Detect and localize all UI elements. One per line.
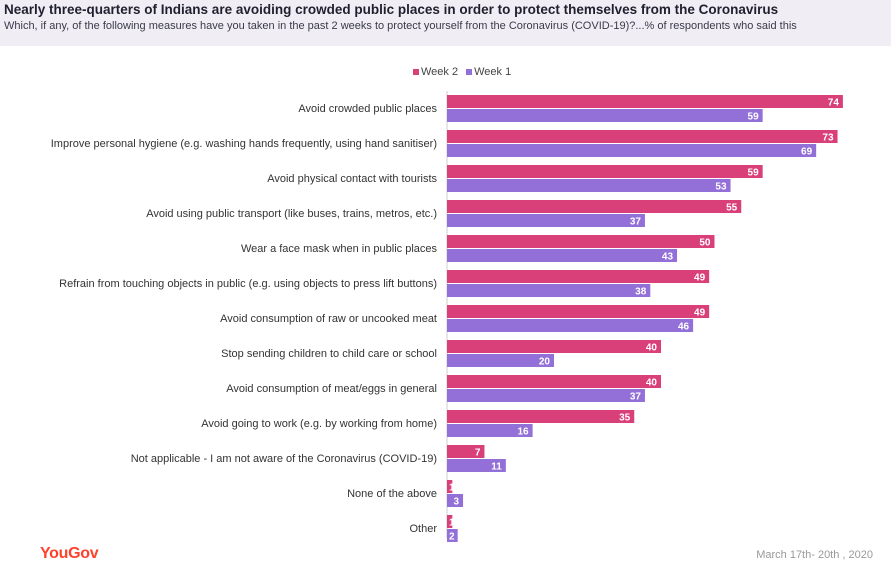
data-label: 59 <box>748 112 760 123</box>
bar-week1 <box>447 319 694 332</box>
category-label: Wear a face mask when in public places <box>241 243 438 255</box>
data-label: 53 <box>715 182 727 193</box>
category-label: Avoid using public transport (like buses… <box>146 208 437 220</box>
bar-week1 <box>447 529 458 542</box>
data-label: 11 <box>491 462 502 473</box>
category-label: Avoid consumption of meat/eggs in genera… <box>226 383 437 395</box>
category-label: Avoid consumption of raw or uncooked mea… <box>220 313 437 325</box>
legend-label-week1: Week 1 <box>474 66 512 78</box>
bar-week2 <box>447 235 715 248</box>
bar-week1 <box>447 109 763 122</box>
data-label: 73 <box>822 133 834 144</box>
category-label: Stop sending children to child care or s… <box>221 348 437 360</box>
bar-week1 <box>447 494 464 507</box>
data-label: 46 <box>678 322 690 333</box>
category-label: Avoid crowded public places <box>298 103 437 115</box>
data-label: 2 <box>449 532 455 543</box>
data-label: 16 <box>517 427 529 438</box>
date-footnote: March 17th- 20th , 2020 <box>756 549 873 561</box>
category-label: Other <box>409 523 437 535</box>
data-label: 40 <box>646 378 658 389</box>
legend-swatch-week2 <box>413 69 419 75</box>
bar-week2 <box>447 130 838 143</box>
data-label: 74 <box>828 98 840 109</box>
data-label: 37 <box>630 217 642 228</box>
bar-week1 <box>447 249 678 262</box>
data-label: 40 <box>646 343 658 354</box>
data-label: 50 <box>699 238 711 249</box>
chart-legend: Week 2 Week 1 <box>413 66 515 78</box>
legend-item-week1: Week 1 <box>466 66 511 78</box>
category-label: Improve personal hygiene (e.g. washing h… <box>51 138 437 150</box>
bar-week2 <box>447 340 661 353</box>
chart-title: Nearly three-quarters of Indians are avo… <box>4 2 779 17</box>
bar-week2 <box>447 305 710 318</box>
bar-week1 <box>447 214 645 227</box>
data-label: 43 <box>662 252 674 263</box>
data-label: 49 <box>694 273 706 284</box>
bar-week2 <box>447 375 661 388</box>
bar-week1 <box>447 284 651 297</box>
category-label: Avoid going to work (e.g. by working fro… <box>201 418 437 430</box>
data-label: 37 <box>630 392 642 403</box>
data-label: 49 <box>694 308 706 319</box>
data-label: 1 <box>449 518 455 529</box>
bar-week2 <box>447 165 763 178</box>
data-label: 35 <box>619 413 631 424</box>
data-label: 38 <box>635 287 647 298</box>
category-label: Refrain from touching objects in public … <box>59 278 437 290</box>
legend-item-week2: Week 2 <box>413 66 458 78</box>
bar-week1 <box>447 459 506 472</box>
bar-week1 <box>447 389 645 402</box>
data-label: 69 <box>801 147 813 158</box>
bar-week2 <box>447 95 843 108</box>
bar-week2 <box>447 480 453 493</box>
bar-week1 <box>447 354 554 367</box>
data-label: 59 <box>748 168 760 179</box>
chart-subtitle: Which, if any, of the following measures… <box>4 20 797 32</box>
category-label: None of the above <box>347 488 437 500</box>
data-label: 20 <box>539 357 551 368</box>
chart-header: Nearly three-quarters of Indians are avo… <box>0 0 891 46</box>
bar-week1 <box>447 144 817 157</box>
bar-week2 <box>447 200 742 213</box>
category-label: Avoid physical contact with tourists <box>267 173 437 185</box>
legend-label-week2: Week 2 <box>421 66 459 78</box>
legend-swatch-week1 <box>466 69 473 75</box>
bar-week1 <box>447 179 731 192</box>
bar-week2 <box>447 445 485 458</box>
bar-week2 <box>447 270 710 283</box>
data-label: 1 <box>449 483 455 494</box>
yougov-logo: YouGov <box>40 545 99 562</box>
bar-week2 <box>447 515 453 528</box>
bar-week1 <box>447 424 533 437</box>
category-label: Not applicable - I am not aware of the C… <box>131 453 437 465</box>
bar-week2 <box>447 410 635 423</box>
data-label: 3 <box>453 497 459 508</box>
data-label: 7 <box>475 448 481 459</box>
data-label: 55 <box>726 203 738 214</box>
